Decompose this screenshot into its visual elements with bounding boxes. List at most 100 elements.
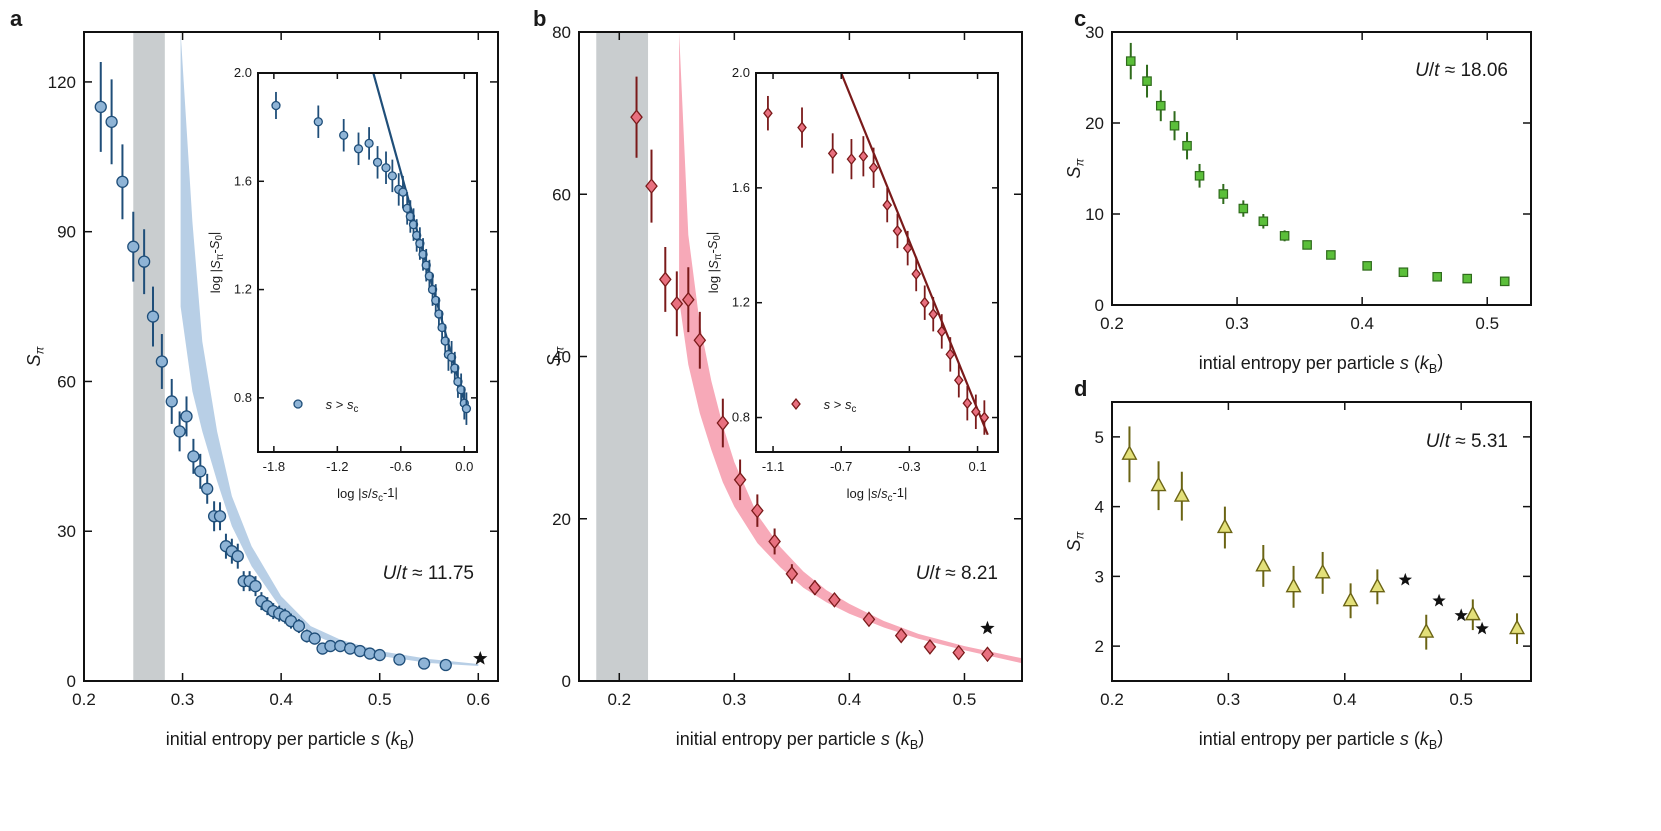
data-point — [146, 310, 160, 323]
inset-frame — [755, 72, 999, 453]
chart_data.1-y-tick-label: 80 — [552, 23, 571, 42]
data-point — [733, 471, 747, 488]
inset-data-point — [353, 144, 364, 154]
chart_data.1-y-tick-label: 0 — [562, 672, 571, 691]
inset-data-point — [387, 171, 398, 181]
inset-frame — [257, 72, 478, 453]
data-point — [1326, 250, 1336, 260]
inset-x-axis-label: log |s/sc-1| — [337, 485, 398, 504]
data-point — [1218, 189, 1229, 199]
data-point — [308, 632, 321, 645]
chart_data.0.inset-x-tick-label: -1.8 — [263, 459, 285, 474]
inset-data-point — [945, 348, 956, 361]
data-point — [1216, 518, 1233, 534]
inset-data-point — [846, 153, 857, 166]
inset-data-point — [902, 242, 913, 255]
data-point — [670, 295, 684, 312]
data-point — [681, 291, 695, 308]
data-point — [1125, 56, 1136, 66]
data-point — [127, 240, 140, 253]
inset-data-point — [882, 199, 893, 212]
inset-legend-label: s > sc — [326, 397, 359, 415]
chart_data.0.inset-y-tick-label: 2.0 — [234, 65, 252, 80]
inset-background — [756, 73, 998, 452]
data-point — [785, 565, 799, 582]
data-point — [180, 410, 193, 423]
inset-legend-marker — [293, 399, 303, 409]
data-point — [393, 653, 406, 666]
chart_data.1-x-tick-label: 0.3 — [723, 690, 747, 709]
chart_data.1.inset-y-tick-label: 1.6 — [732, 180, 750, 195]
inset-plot-area — [271, 73, 472, 425]
inset-y-axis-label: log |Sπ-S0| — [704, 232, 724, 294]
inset-data-point — [461, 404, 472, 414]
chart_data.0-y-tick-label: 120 — [48, 73, 76, 92]
data-point — [808, 579, 822, 596]
annotation-b: U/t ≈ 8.21 — [916, 563, 998, 584]
data-point — [187, 450, 200, 463]
chart_data.1-x-tick-label: 0.2 — [607, 690, 631, 709]
chart_data.3-x-tick-label: 0.2 — [1100, 690, 1124, 709]
data-point — [363, 647, 377, 660]
chart_data.0.inset-x-tick-label: -0.6 — [390, 459, 412, 474]
data-point — [334, 639, 347, 653]
inset-data-point — [364, 138, 374, 149]
data-point — [1509, 619, 1526, 635]
inset-b: -1.1 -0.7 -0.3 0.1 0.8 1.2 1.6 2.0 s > sc log |s/… — [704, 65, 999, 504]
inset-data-point — [892, 224, 903, 237]
data-point — [1255, 556, 1272, 572]
data-point — [828, 591, 841, 608]
data-point — [693, 332, 707, 349]
inset-data-point — [868, 161, 879, 174]
chart_data.1.inset-y-tick-label: 2.0 — [732, 65, 750, 80]
data-point — [1285, 577, 1302, 593]
data-point — [165, 395, 178, 408]
axes-frame-d — [1111, 401, 1532, 682]
panel-c: 0.2 0.3 0.4 0.5 0 10 20 30c U/t ≈ 18.06 Sπ intial … — [1064, 6, 1532, 376]
chart_data.1-x-tick-label: 0.4 — [838, 690, 862, 709]
inset-data-point — [271, 100, 281, 111]
data-point — [1314, 563, 1331, 579]
y-axis-label-d: Sπ — [1064, 531, 1087, 551]
plot-area-a — [94, 32, 488, 681]
data-point — [716, 415, 730, 431]
data-point — [1369, 577, 1386, 593]
data-point — [439, 658, 452, 672]
plot-area-c — [1125, 42, 1510, 287]
inset-legend-marker — [791, 397, 801, 411]
data-point — [768, 533, 781, 550]
data-point — [1173, 486, 1190, 502]
data-point — [952, 644, 966, 661]
data-point — [1258, 216, 1269, 227]
chart_data.3-y-tick-label: 5 — [1095, 428, 1104, 447]
data-point — [116, 175, 129, 188]
data-point — [1182, 140, 1192, 151]
chart_data.0.inset-x-tick-label: 0.0 — [455, 459, 473, 474]
axes-frame-c — [1111, 31, 1532, 306]
inset-data-point — [919, 296, 930, 309]
inset-data-point — [911, 267, 922, 281]
y-axis-label-b: Sπ — [544, 346, 567, 366]
data-point — [1155, 100, 1166, 111]
data-point — [105, 115, 118, 129]
data-point — [137, 255, 151, 268]
star-marker — [1398, 572, 1412, 586]
data-point — [1418, 622, 1435, 638]
panel-d: 0.2 0.3 0.4 0.5 2 3 4 5 d U/t ≈ 5.31 Sπ intial entr… — [1064, 376, 1532, 752]
data-point — [373, 648, 386, 662]
chart_data.1.inset-y-tick-label: 0.8 — [732, 410, 750, 425]
inset-data-point — [953, 374, 964, 387]
inset-data-point — [313, 117, 323, 127]
chart_data.0.inset-y-tick-label: 1.2 — [234, 282, 252, 297]
chart_data.0-x-tick-label: 0.4 — [269, 690, 293, 709]
inset-background — [258, 73, 477, 452]
panel-label-c: c — [1074, 6, 1086, 31]
data-point — [194, 465, 207, 478]
data-point — [1142, 76, 1152, 86]
chart_data.3-y-tick-label: 3 — [1095, 567, 1104, 586]
y-axis-label-a: Sπ — [24, 346, 47, 366]
data-point — [862, 611, 876, 628]
axes-frame-a — [83, 31, 499, 682]
chart_data.0-y-tick-label: 60 — [57, 372, 76, 391]
data-point — [1169, 120, 1180, 131]
